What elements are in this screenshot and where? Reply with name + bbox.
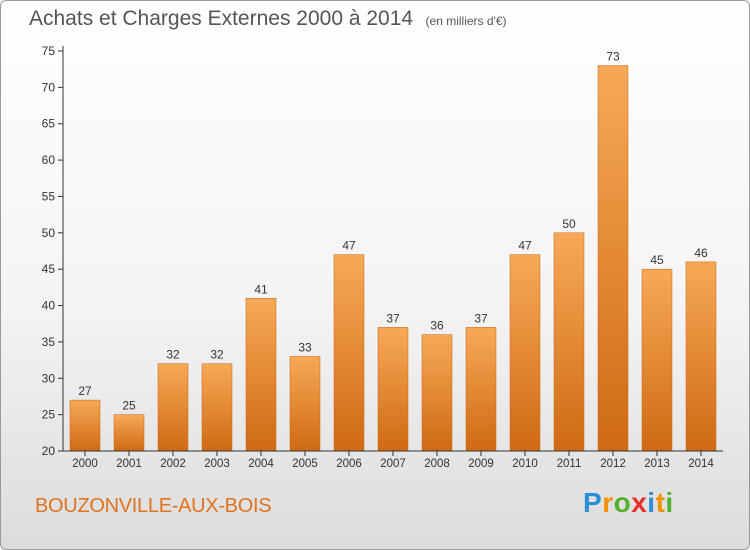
x-tick-label: 2007 (380, 458, 406, 470)
y-tick-label: 30 (42, 371, 56, 385)
x-tick-label: 2009 (468, 458, 494, 470)
chart-title: Achats et Charges Externes 2000 à 2014 (29, 7, 414, 30)
bar (157, 363, 189, 452)
logo-letter: o (613, 487, 632, 518)
bar-value-label: 32 (166, 348, 180, 362)
x-tick-label: 2001 (116, 458, 142, 470)
x-tick-label: 2000 (72, 458, 98, 470)
y-tick-label: 40 (42, 299, 56, 313)
bar-value-label: 33 (298, 340, 312, 354)
y-tick-label: 35 (42, 335, 56, 349)
x-tick-label: 2013 (644, 458, 670, 470)
bar (333, 254, 365, 452)
proxiti-logo: Proxiti (583, 487, 674, 519)
x-tick-label: 2002 (160, 458, 186, 470)
bar-value-label: 47 (342, 239, 356, 253)
bar-value-label: 27 (78, 384, 92, 398)
bar-value-label: 25 (122, 399, 136, 413)
x-tick-label: 2012 (600, 458, 626, 470)
x-tick-label: 2004 (248, 458, 274, 470)
bar-value-label: 32 (210, 348, 224, 362)
bar-value-label: 41 (254, 282, 268, 296)
x-tick-label: 2003 (204, 458, 230, 470)
x-tick-label: 2011 (557, 458, 582, 470)
y-tick-label: 60 (42, 153, 56, 167)
y-tick-label: 50 (42, 226, 56, 240)
bar-value-label: 37 (474, 311, 488, 325)
y-tick-label: 45 (42, 262, 56, 276)
title-row: Achats et Charges Externes 2000 à 2014 (… (29, 7, 507, 31)
x-tick-label: 2008 (424, 458, 450, 470)
logo-letter: r (602, 487, 614, 518)
bar-value-label: 46 (694, 246, 708, 260)
location-name: BOUZONVILLE-AUX-BOIS (35, 495, 272, 517)
y-tick-label: 65 (42, 117, 56, 131)
y-tick-label: 75 (42, 44, 56, 58)
logo-letter: t (655, 487, 666, 518)
bar (201, 363, 233, 452)
bar (421, 334, 453, 452)
bar (597, 65, 629, 452)
bar-value-label: 36 (430, 319, 444, 333)
bar-value-label: 47 (518, 239, 532, 253)
bar (289, 356, 321, 452)
bar-value-label: 45 (650, 253, 664, 267)
bar (69, 399, 101, 452)
bar (509, 254, 541, 452)
bar-value-label: 73 (606, 50, 620, 64)
bar (245, 298, 277, 452)
x-tick-label: 2006 (336, 458, 362, 470)
x-tick-label: 2010 (512, 458, 538, 470)
bar (553, 232, 585, 452)
bar-value-label: 37 (386, 311, 400, 325)
y-tick-label: 55 (42, 189, 56, 203)
bar (465, 327, 497, 452)
y-tick-label: 25 (42, 408, 56, 422)
y-tick-label: 20 (42, 444, 56, 458)
x-tick-label: 2005 (292, 458, 318, 470)
bar (685, 261, 717, 452)
logo-letter: i (647, 487, 656, 518)
bar (641, 268, 673, 452)
logo-letter: x (631, 487, 648, 518)
logo-letter: P (583, 487, 603, 518)
bar-value-label: 50 (562, 217, 576, 231)
bar (113, 414, 145, 452)
bar (377, 327, 409, 452)
logo-letter: i (665, 487, 674, 518)
x-tick-label: 2014 (688, 458, 714, 470)
chart-unit: (en milliers d'€) (425, 14, 507, 28)
y-tick-label: 70 (42, 80, 56, 94)
